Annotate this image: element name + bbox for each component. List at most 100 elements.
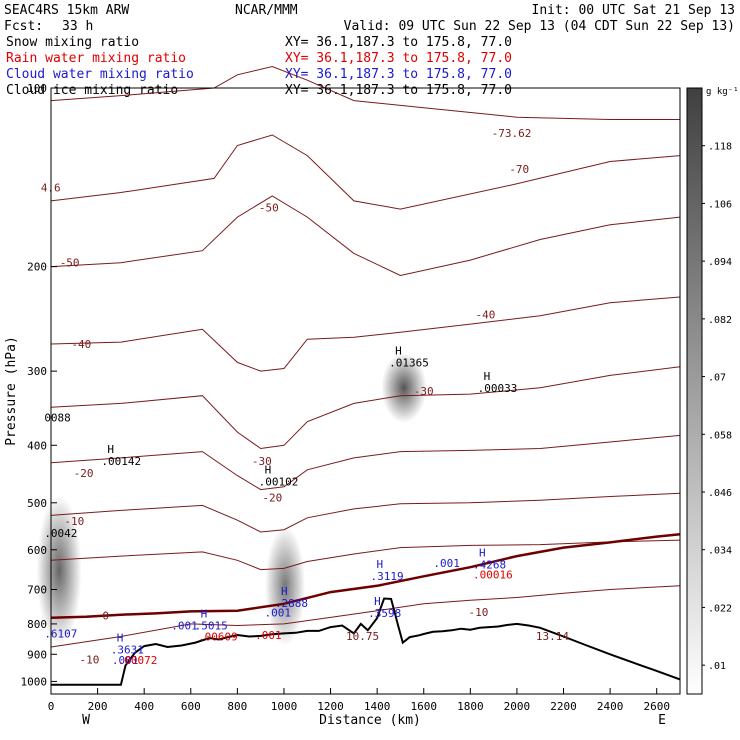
temperature-contour-1	[50, 134, 681, 210]
field-label-snow: Snow mixing ratio	[6, 35, 139, 50]
temperature-label-9: -10	[64, 515, 84, 528]
fcst-value: 33 h	[62, 19, 93, 34]
field-xy-snow: XY= 36.1,187.3 to 175.8, 77.0	[285, 35, 512, 50]
extremum-h-4: H	[395, 344, 402, 357]
temperature-label-8: -20	[262, 492, 282, 505]
y-axis-label: Pressure (hPa)	[4, 336, 19, 446]
x-tick-label-1: 200	[88, 700, 108, 713]
extremum-value-8: 0088	[44, 411, 71, 424]
extremum-value-21: .00016	[473, 568, 513, 581]
temperature-label-10: -10	[469, 606, 489, 619]
extremum-value-22: .00609	[198, 630, 238, 643]
y-tick-label-1: 200	[27, 261, 47, 274]
x-tick-label-9: 1800	[457, 700, 484, 713]
colorbar-unit: g kg⁻¹	[706, 87, 739, 97]
y-tick-label-8: 900	[27, 648, 47, 661]
temperature-contour-3	[50, 296, 681, 372]
colorbar	[686, 87, 703, 695]
extremum-value-17: .5015	[195, 620, 228, 633]
extremum-value-19: .6107	[44, 627, 77, 640]
colorbar-tick-label-3: .046	[708, 488, 732, 499]
extremum-value-5: .00033	[478, 382, 518, 395]
colorbar-ticks: .01 .022 .034 .046 .058 .07 .082 .094 .106 .118	[702, 142, 732, 672]
colorbar-tick-label-6: .082	[708, 315, 732, 326]
mixing-ratio-shading	[36, 352, 427, 646]
temperature-contour-5	[50, 434, 681, 491]
y-tick-label-7: 800	[27, 618, 47, 631]
extremum-h-17: H	[201, 608, 208, 621]
extremum-value-13: .4268	[473, 558, 506, 571]
shading-blob-0	[381, 352, 427, 423]
y-axis: 100 200 300 400 500 600 700 800 900 1000	[21, 82, 57, 688]
extremum-value-12: .001	[433, 557, 460, 570]
terrain-profile	[51, 597, 681, 686]
x-axis: 0 200 400 600 800 1000 1200 1400 1600 1800 2000 220…	[48, 688, 670, 713]
extremum-value-4: .01365	[389, 356, 429, 369]
valid-time: Valid: 09 UTC Sun 22 Sep 13 (04 CDT Sun …	[344, 19, 735, 34]
temperature-contours	[50, 65, 681, 648]
temperature-label-3: -40	[71, 338, 91, 351]
colorbar-tick-label-2: .034	[708, 546, 732, 557]
extremum-value-16: .3631	[111, 644, 144, 657]
extremum-h-13: H	[479, 546, 486, 559]
shading-blob-2	[36, 495, 82, 646]
x-tick-label-6: 1200	[317, 700, 344, 713]
west-label: W	[82, 713, 90, 728]
extremum-value-23: .00072	[118, 654, 158, 667]
x-tick-label-12: 2400	[597, 700, 624, 713]
extremum-value-9: .0042	[44, 527, 77, 540]
extremum-value-11: .001	[264, 606, 291, 619]
temperature-label-5: -30	[414, 385, 434, 398]
temperature-label-2: -50	[60, 257, 80, 270]
temperature-contour-4	[50, 366, 681, 450]
extremum-h-6: H	[107, 443, 114, 456]
temperature-label-7: -20	[74, 467, 94, 480]
temperature-contour-0	[50, 65, 680, 120]
field-xy-rain: XY= 36.1,187.3 to 175.8, 77.0	[285, 51, 512, 66]
zero-isotherm-line	[50, 533, 681, 619]
x-axis-label: Distance (km)	[319, 713, 421, 728]
extremum-value-3: 13.14	[536, 630, 569, 643]
temperature-contour-6	[50, 492, 681, 533]
extremum-value-2: 10.75	[346, 630, 379, 643]
x-tick-label-8: 1600	[410, 700, 437, 713]
colorbar-tick-label-4: .058	[708, 430, 732, 441]
colorbar-tick-label-0: .01	[708, 661, 726, 672]
y-tick-label-2: 300	[27, 365, 47, 378]
model-title: SEAC4RS 15km ARW	[4, 3, 129, 18]
terrain-line	[51, 597, 681, 686]
extremum-value-20: .001	[112, 654, 139, 667]
extremum-h-16: H	[117, 632, 124, 645]
field-label-cloud-water: Cloud water mixing ratio	[6, 67, 194, 82]
extremum-h-14: H	[376, 558, 383, 571]
extremum-value-15: .3598	[368, 607, 401, 620]
x-tick-label-2: 400	[134, 700, 154, 713]
shading-blob-1	[265, 525, 306, 646]
x-tick-label-11: 2200	[550, 700, 577, 713]
x-tick-label-0: 0	[48, 700, 55, 713]
extremum-h-5: H	[484, 370, 491, 383]
org-title: NCAR/MMM	[235, 3, 298, 18]
y-tick-label-4: 500	[27, 497, 47, 510]
x-tick-label-3: 600	[181, 700, 201, 713]
temperature-label-12: 0	[102, 610, 109, 623]
x-tick-label-4: 800	[227, 700, 247, 713]
init-time: Init: 00 UTC Sat 21 Sep 13	[532, 3, 736, 18]
field-label-rain: Rain water mixing ratio	[6, 51, 186, 66]
x-tick-label-13: 2600	[643, 700, 670, 713]
temperature-contour-2	[50, 195, 681, 277]
extremum-value-1: -73.62	[492, 127, 532, 140]
y-tick-label-3: 400	[27, 439, 47, 452]
x-tick-label-7: 1400	[364, 700, 391, 713]
y-tick-label-6: 700	[27, 584, 47, 597]
temperature-label-0: -70	[509, 163, 529, 176]
freezing-level	[50, 533, 681, 619]
extremum-value-10: .2888	[275, 597, 308, 610]
fcst-label: Fcst:	[4, 19, 43, 34]
east-label: E	[658, 713, 666, 728]
field-xy-cloud-water: XY= 36.1,187.3 to 175.8, 77.0	[285, 67, 512, 82]
y-tick-label-0: 100	[27, 82, 47, 95]
extremum-value-14: .3119	[370, 570, 403, 583]
